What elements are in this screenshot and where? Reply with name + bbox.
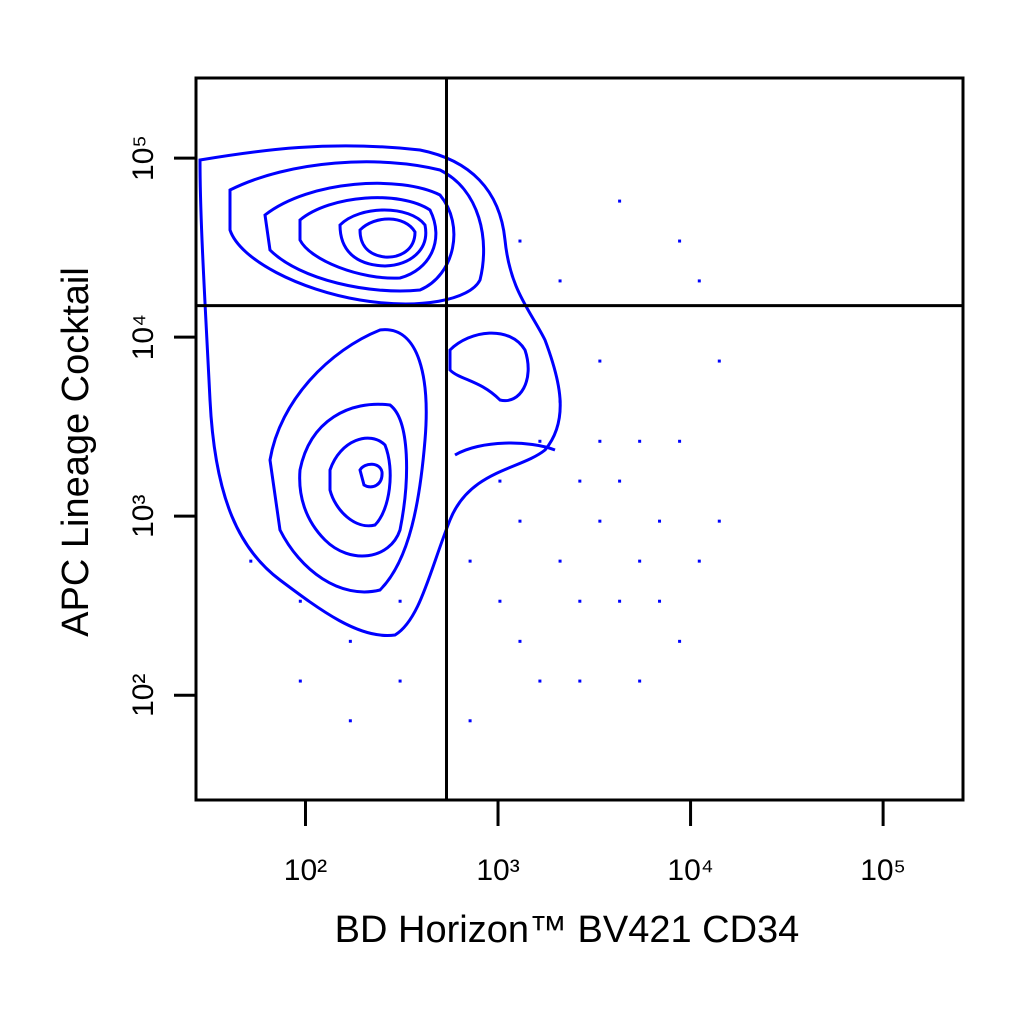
point — [558, 399, 562, 403]
y-axis-title: APC Lineage Cocktail — [55, 267, 97, 637]
contour — [228, 160, 486, 306]
point — [558, 279, 562, 283]
y-tick-label: 10³ — [127, 494, 160, 537]
y-tick-label: 10⁵ — [127, 135, 160, 181]
point — [678, 639, 682, 643]
y-tick-label: 10⁴ — [127, 314, 160, 360]
point — [468, 559, 472, 563]
point — [298, 599, 302, 603]
point — [717, 519, 721, 523]
x-tick-label: 10⁴ — [667, 854, 713, 887]
point — [618, 599, 622, 603]
point — [638, 439, 642, 443]
point — [618, 479, 622, 483]
contour — [358, 462, 384, 489]
point — [618, 199, 622, 203]
x-tick-label: 10² — [284, 854, 327, 887]
point — [538, 679, 542, 683]
contour — [448, 331, 530, 403]
contour — [198, 144, 562, 638]
point — [658, 519, 662, 523]
point — [398, 599, 402, 603]
point — [697, 559, 701, 563]
contour — [268, 328, 428, 594]
point — [518, 639, 522, 643]
point — [578, 679, 582, 683]
point — [538, 439, 542, 443]
point — [717, 359, 721, 363]
point — [578, 479, 582, 483]
y-tick-label: 10² — [127, 674, 160, 717]
point — [578, 599, 582, 603]
x-axis-title: BD Horizon™ BV421 CD34 — [335, 909, 800, 951]
point — [598, 519, 602, 523]
point — [678, 239, 682, 243]
point — [638, 679, 642, 683]
point — [498, 479, 502, 483]
contour — [328, 436, 392, 528]
contour — [298, 402, 409, 558]
point — [638, 559, 642, 563]
contour — [454, 441, 556, 457]
point — [518, 519, 522, 523]
x-tick-label: 10⁵ — [860, 854, 906, 887]
point — [398, 679, 402, 683]
contour — [263, 181, 456, 293]
point — [348, 639, 352, 643]
x-tick-label: 10³ — [476, 854, 519, 887]
contours — [198, 144, 562, 638]
point — [249, 559, 253, 563]
point — [678, 439, 682, 443]
point — [658, 599, 662, 603]
point — [498, 599, 502, 603]
contour — [358, 217, 417, 259]
point — [518, 239, 522, 243]
point — [348, 719, 352, 723]
contour — [298, 196, 438, 280]
point — [697, 279, 701, 283]
point — [598, 439, 602, 443]
point — [298, 679, 302, 683]
point — [598, 359, 602, 363]
point — [558, 559, 562, 563]
point — [468, 719, 472, 723]
plot-frame — [194, 76, 965, 802]
contour — [338, 208, 428, 268]
